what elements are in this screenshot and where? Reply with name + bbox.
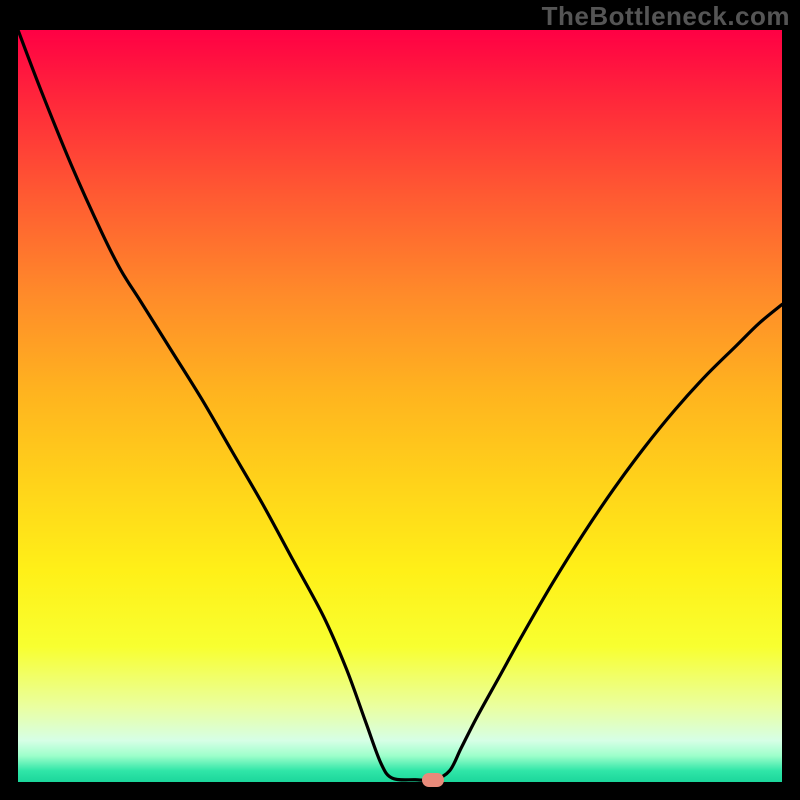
watermark-text: TheBottleneck.com [542, 0, 790, 32]
plot-area [18, 30, 782, 782]
gradient-background [18, 30, 782, 782]
chart-frame: TheBottleneck.com [0, 0, 800, 800]
bottleneck-chart [18, 30, 782, 782]
bottleneck-marker [422, 773, 444, 787]
